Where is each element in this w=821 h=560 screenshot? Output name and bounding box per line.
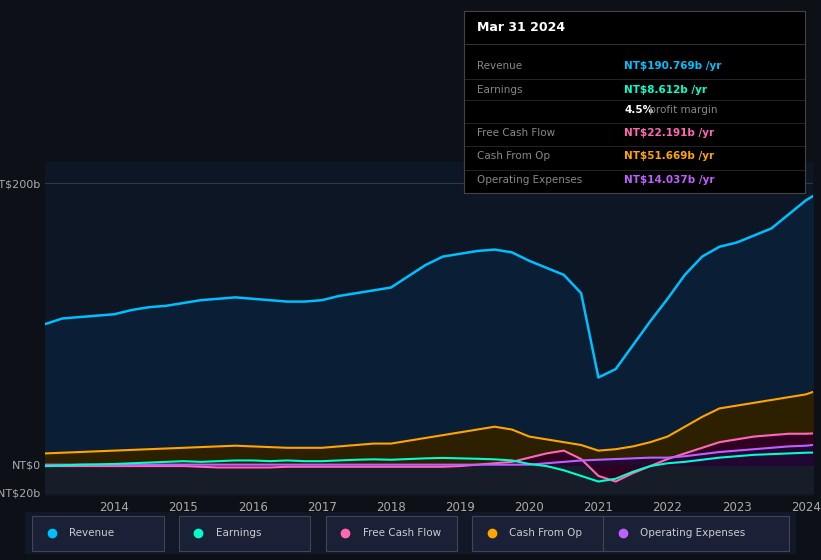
Text: 4.5%: 4.5%	[624, 105, 654, 115]
Text: Earnings: Earnings	[478, 85, 523, 95]
FancyBboxPatch shape	[603, 516, 789, 551]
Text: NT$190.769b /yr: NT$190.769b /yr	[624, 61, 722, 71]
Text: Cash From Op: Cash From Op	[478, 151, 551, 161]
Text: Free Cash Flow: Free Cash Flow	[478, 128, 556, 138]
Text: NT$8.612b /yr: NT$8.612b /yr	[624, 85, 707, 95]
FancyBboxPatch shape	[326, 516, 456, 551]
Text: NT$51.669b /yr: NT$51.669b /yr	[624, 151, 714, 161]
FancyBboxPatch shape	[32, 516, 163, 551]
Text: Cash From Op: Cash From Op	[509, 529, 582, 538]
Text: Operating Expenses: Operating Expenses	[478, 175, 583, 185]
Text: Earnings: Earnings	[216, 529, 262, 538]
Text: profit margin: profit margin	[646, 105, 718, 115]
Text: Free Cash Flow: Free Cash Flow	[363, 529, 441, 538]
Text: NT$14.037b /yr: NT$14.037b /yr	[624, 175, 714, 185]
Text: NT$22.191b /yr: NT$22.191b /yr	[624, 128, 714, 138]
Text: Revenue: Revenue	[70, 529, 114, 538]
Text: Operating Expenses: Operating Expenses	[640, 529, 745, 538]
FancyBboxPatch shape	[179, 516, 310, 551]
Text: Mar 31 2024: Mar 31 2024	[478, 21, 566, 34]
Text: Revenue: Revenue	[478, 61, 523, 71]
FancyBboxPatch shape	[472, 516, 603, 551]
